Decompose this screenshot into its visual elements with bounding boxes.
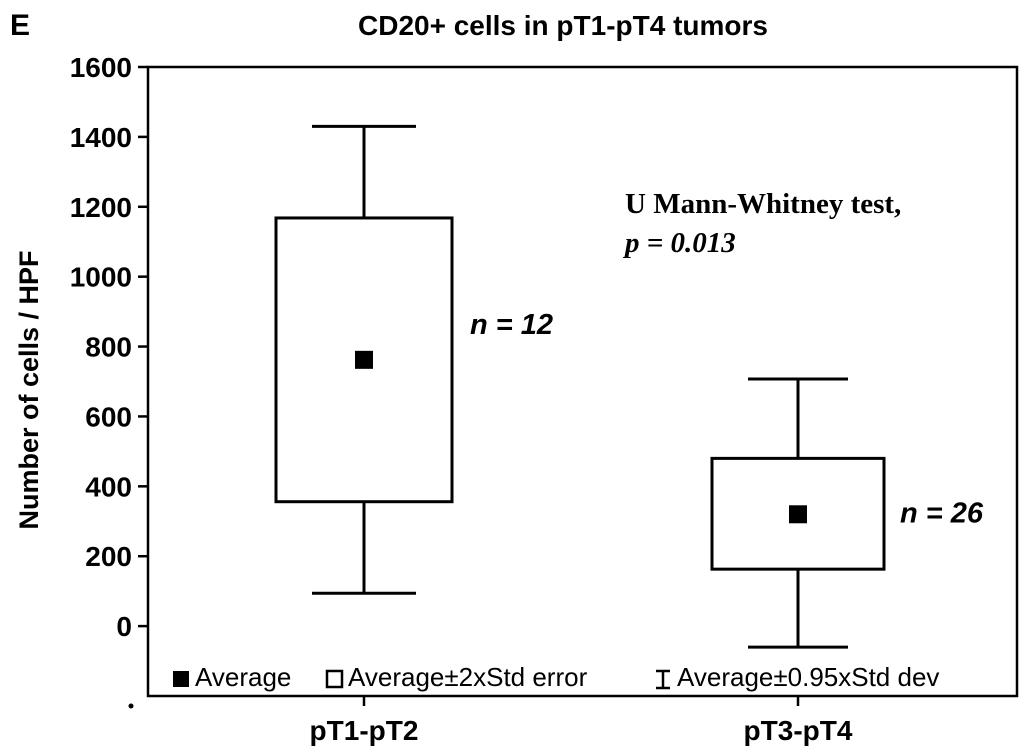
n-label: n = 12 <box>470 309 553 341</box>
y-tick-label: 400 <box>85 471 132 502</box>
test-annotation-line2: p = 0.013 <box>622 227 736 259</box>
x-axis: pT1-pT2 pT3-pT4 <box>310 696 853 746</box>
legend-whisker-symbol <box>656 669 670 690</box>
y-axis-label: Number of cells / HPF <box>14 250 44 529</box>
box <box>710 456 886 571</box>
legend-label: Average±2xStd error <box>348 662 588 692</box>
y-tick-label: 1400 <box>70 122 132 153</box>
legend-open-square <box>325 669 344 689</box>
legend: Average Average±2xStd error Average±0.95xS… <box>173 662 939 692</box>
test-annotation: U Mann-Whitney test, p = 0.013 <box>622 188 901 259</box>
chart-title: CD20+ cells in pT1-pT4 tumors <box>358 10 768 41</box>
y-axis: 0 200 400 600 800 1000 1200 1400 1600 <box>70 52 148 642</box>
stray-dot <box>128 703 134 709</box>
test-annotation-line1: U Mann-Whitney test, <box>625 188 901 220</box>
y-tick-label: 600 <box>85 401 132 432</box>
legend-label: Average <box>195 662 291 692</box>
x-tick-label: pT3-pT4 <box>744 715 853 746</box>
mean-marker <box>789 505 807 524</box>
panel-label: E <box>10 9 30 42</box>
y-tick-label: 1000 <box>70 262 132 293</box>
n-label: n = 26 <box>900 497 984 529</box>
boxes-layer <box>274 124 886 649</box>
legend-filled-square <box>173 671 189 687</box>
y-tick-label: 1600 <box>70 52 132 83</box>
n-labels-layer: n = 12 n = 26 <box>470 309 984 529</box>
y-tick-label: 1200 <box>70 192 132 223</box>
y-tick-label: 0 <box>116 611 132 642</box>
mean-marker <box>355 350 373 369</box>
plot-frame <box>146 65 1019 698</box>
legend-label: Average±0.95xStd dev <box>677 662 939 692</box>
y-tick-label: 200 <box>85 541 132 572</box>
y-tick-label: 800 <box>85 332 132 363</box>
x-tick-label: pT1-pT2 <box>310 715 419 746</box>
